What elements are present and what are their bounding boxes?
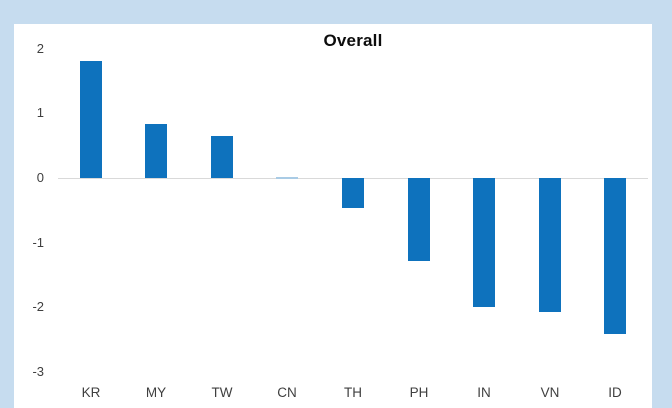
x-tick-label: IN (477, 385, 491, 400)
x-tick-label: MY (145, 385, 167, 400)
x-tick-label: TH (344, 385, 362, 400)
chart-title: Overall (323, 31, 383, 50)
x-tick-label: PH (409, 385, 429, 400)
bar-ph (408, 178, 430, 261)
bar-my (145, 124, 167, 178)
y-tick-label: -2 (32, 299, 44, 314)
chart-card: Overall 2 1 0 -1 -2 -3 KR MY TW CN TH PH IN VN ID (14, 24, 652, 408)
bar-vn (539, 178, 561, 312)
x-tick-label: ID (608, 385, 622, 400)
x-tick-label: CN (277, 385, 297, 400)
bar-kr (80, 61, 102, 178)
bar-th (342, 178, 364, 208)
y-tick-label: 0 (36, 170, 44, 185)
x-tick-label: TW (211, 385, 233, 400)
y-tick-label: 1 (36, 105, 44, 120)
bar-in (473, 178, 495, 307)
y-tick-label: -3 (32, 364, 44, 379)
bar-id (604, 178, 626, 334)
x-tick-label: VN (540, 385, 560, 400)
bar-cn (276, 177, 298, 179)
bar-tw (211, 136, 233, 178)
y-tick-label: 2 (36, 41, 44, 56)
y-tick-label: -1 (32, 235, 44, 250)
plot-area: 2 1 0 -1 -2 -3 KR MY TW CN TH PH IN VN ID (14, 24, 652, 408)
x-tick-label: KR (81, 385, 101, 400)
